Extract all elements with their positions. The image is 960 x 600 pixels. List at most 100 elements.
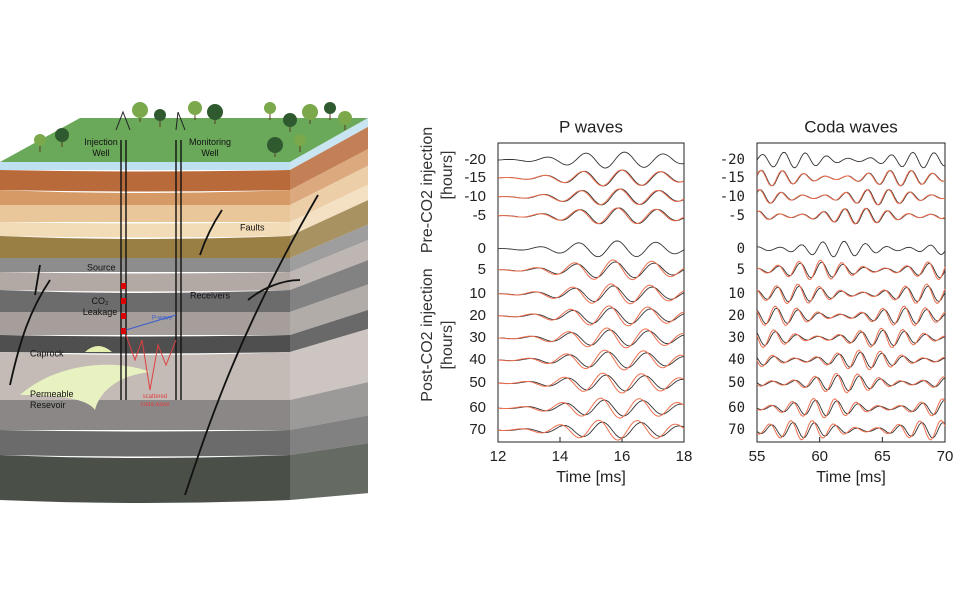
x-axis-label: Time [ms] — [556, 469, 626, 486]
label-line: Well — [201, 148, 218, 158]
label: scattered coda wave — [141, 394, 170, 408]
trace-monitor — [756, 207, 946, 225]
stratum-side — [290, 224, 368, 272]
row-label: 0 — [737, 241, 745, 257]
fault — [199, 209, 223, 256]
stratum-front — [0, 258, 290, 272]
x-tick-label: 60 — [811, 448, 828, 465]
tree-crown — [264, 102, 276, 114]
trace-monitor — [497, 327, 684, 349]
stratum-front — [0, 162, 290, 170]
tree-crown — [302, 104, 318, 120]
stratum-side — [290, 328, 368, 400]
row-label: -15 — [720, 170, 745, 186]
trace-reference — [497, 307, 685, 325]
trace-monitor — [756, 327, 946, 349]
row-label: 40 — [469, 351, 486, 368]
trace-monitor — [497, 207, 685, 225]
plot-frame — [756, 142, 946, 443]
x-tick-label: 18 — [676, 448, 693, 465]
trace-monitor — [756, 305, 946, 327]
tree-crown — [324, 102, 336, 114]
label: P-wave — [152, 316, 173, 322]
trace-monitor — [497, 349, 685, 371]
plot-frame — [497, 142, 685, 443]
stratum-side — [290, 260, 368, 312]
label: Monitoring Well — [189, 137, 231, 158]
row-label: 50 — [469, 374, 486, 391]
source-mark — [121, 313, 126, 319]
x-tick-label: 70 — [937, 448, 954, 465]
source-marks — [121, 283, 126, 334]
label-line: Well — [92, 148, 109, 158]
fault — [247, 279, 301, 301]
stratum-front — [0, 400, 290, 430]
row-label: 10 — [469, 285, 486, 302]
leak-plume — [85, 346, 112, 352]
row-label: 5 — [478, 261, 486, 278]
row-label: -5 — [473, 207, 486, 224]
stratum-front — [0, 205, 290, 222]
trace-reference — [756, 151, 946, 169]
stratum-front — [0, 455, 290, 503]
stratum-side — [290, 149, 368, 205]
row-label: 50 — [728, 375, 745, 391]
tree-crown — [207, 104, 223, 120]
stratum-front — [0, 335, 290, 354]
trace-reference — [497, 188, 685, 206]
row-label: -10 — [464, 188, 486, 205]
source-mark — [121, 283, 126, 289]
stratum-front — [0, 290, 290, 315]
label-line: Leakage — [83, 307, 118, 317]
wells — [120, 140, 182, 400]
fault — [9, 279, 51, 386]
row-label: 5 — [737, 262, 745, 278]
label-line: Monitoring — [189, 137, 231, 147]
trees — [34, 101, 352, 157]
x-tick-label: 16 — [614, 448, 631, 465]
stratum-side — [290, 310, 368, 352]
x-tick-label: 12 — [490, 448, 507, 465]
stratum-side — [290, 200, 368, 258]
trace-monitor — [497, 305, 685, 327]
label-line: CO₂ — [92, 296, 110, 306]
trace-monitor — [498, 259, 685, 281]
y-labels: Pre-CO2 injection [hours] Post-CO2 injec… — [419, 127, 456, 402]
coda-ray — [125, 334, 177, 391]
stratum-front — [0, 170, 290, 192]
trace-monitor — [497, 419, 685, 441]
y-axis-unit: [hours] — [439, 151, 456, 200]
panel-title: Coda waves — [804, 117, 898, 136]
x-tick-label: 65 — [874, 448, 891, 465]
tree-crown — [338, 111, 352, 125]
p-wave-ray — [125, 314, 177, 331]
row-label: -15 — [464, 169, 486, 186]
trace-monitor — [756, 169, 946, 187]
y-axis-label: Post-CO2 injection — [419, 268, 436, 401]
stratum-front — [0, 190, 290, 208]
trace-reference — [756, 188, 946, 206]
trace-monitor — [756, 349, 946, 371]
stratum-front — [0, 222, 290, 238]
row-label: -20 — [720, 152, 745, 168]
trace-monitor — [756, 419, 946, 441]
trace-reference — [756, 421, 946, 439]
stratum-front — [0, 236, 290, 261]
label: Receivers — [190, 290, 231, 300]
trace-reference — [756, 261, 946, 279]
row-label: 30 — [728, 330, 745, 346]
tree-crown — [34, 134, 46, 146]
label-line: Resevoir — [30, 400, 66, 410]
y-axis-label: Pre-CO2 injection — [419, 127, 436, 253]
source-mark — [121, 298, 126, 304]
row-label: 30 — [469, 329, 486, 346]
stratum-front — [0, 430, 290, 457]
trace-monitor — [756, 188, 946, 206]
row-label: 70 — [469, 421, 486, 438]
row-label: 40 — [728, 352, 745, 368]
stratum-side — [290, 118, 368, 170]
row-label: 60 — [728, 400, 745, 416]
label: CO₂ Leakage — [83, 296, 118, 317]
stratum-side — [290, 443, 368, 500]
